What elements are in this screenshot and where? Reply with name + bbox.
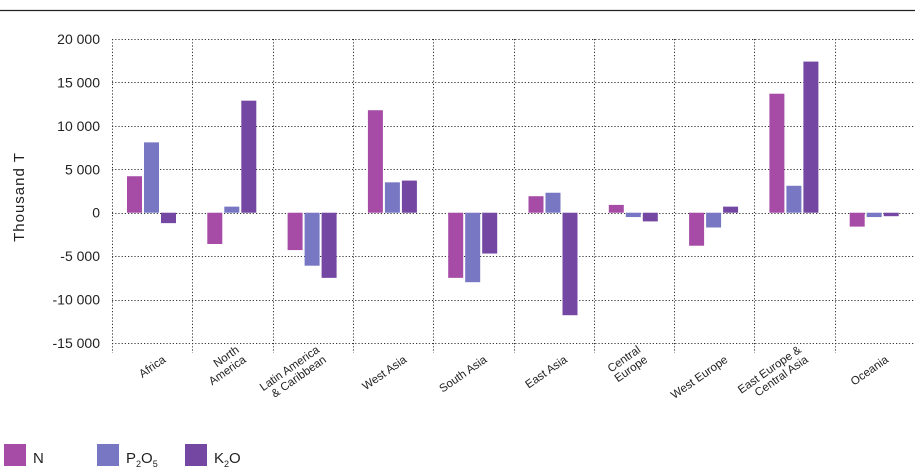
bar-k-2 bbox=[321, 212, 337, 278]
bar-n-0 bbox=[127, 176, 142, 213]
bar-p-1 bbox=[224, 206, 240, 213]
x-category-label-line: East Asia bbox=[524, 354, 571, 392]
bar-k-1 bbox=[241, 100, 257, 213]
bar-p-9 bbox=[866, 212, 882, 218]
y-axis-title: Thousand T bbox=[11, 152, 28, 242]
bar-k-9 bbox=[883, 212, 899, 217]
x-category-label: East Europe &Central Asia bbox=[736, 344, 811, 399]
bar-p-0 bbox=[144, 142, 159, 213]
x-category-label: East Asia bbox=[524, 354, 571, 392]
bar-p-8 bbox=[786, 185, 802, 213]
bar-k-7 bbox=[723, 206, 739, 213]
bars-layer bbox=[127, 61, 899, 316]
bar-p-2 bbox=[304, 212, 320, 266]
x-category-label: West Europe bbox=[669, 354, 730, 402]
legend-label-n: N bbox=[33, 450, 44, 467]
x-category-label: Latin America& Caribbean bbox=[258, 344, 329, 401]
x-category-label: West Asia bbox=[360, 354, 409, 393]
bar-n-3 bbox=[367, 110, 383, 213]
legend-swatch-n bbox=[4, 444, 26, 466]
legend-label-p: P2O5 bbox=[126, 450, 158, 469]
y-tick-label: 0 bbox=[92, 205, 100, 221]
legend-swatch-k bbox=[185, 444, 207, 466]
y-tick-label: 5 000 bbox=[65, 161, 100, 177]
bar-p-5 bbox=[545, 192, 561, 213]
y-tick-label: 15 000 bbox=[57, 74, 100, 90]
bar-n-5 bbox=[528, 196, 544, 213]
bar-k-5 bbox=[562, 212, 578, 316]
bar-p-3 bbox=[384, 182, 400, 213]
y-axis-ticks: 20 000 15 000 10 000 5 000 0 -5 000 -10 000 -15… bbox=[53, 31, 101, 351]
y-tick-label: 20 000 bbox=[57, 31, 100, 47]
y-tick-label: 10 000 bbox=[57, 118, 100, 134]
bar-k-4 bbox=[482, 212, 498, 254]
bar-n-1 bbox=[207, 212, 223, 244]
x-category-label: Oceania bbox=[849, 354, 891, 389]
bar-k-3 bbox=[401, 180, 417, 213]
bar-n-4 bbox=[448, 212, 464, 278]
y-tick-label: -5 000 bbox=[60, 248, 100, 264]
legend: N P2O5 K2O bbox=[4, 444, 241, 469]
bar-n-7 bbox=[689, 212, 705, 246]
bar-n-6 bbox=[608, 204, 624, 213]
bar-p-6 bbox=[625, 212, 641, 218]
bar-p-4 bbox=[465, 212, 481, 283]
bar-n-8 bbox=[769, 93, 785, 213]
bar-n-9 bbox=[849, 212, 865, 227]
bar-k-6 bbox=[642, 212, 658, 222]
y-tick-label: -10 000 bbox=[53, 292, 101, 308]
legend-label-k: K2O bbox=[214, 450, 241, 469]
legend-swatch-p bbox=[97, 444, 119, 466]
x-category-label: Africa bbox=[137, 354, 168, 381]
x-category-label-line: Oceania bbox=[849, 354, 891, 389]
bar-k-8 bbox=[803, 61, 819, 213]
x-category-label-line: West Europe bbox=[669, 354, 730, 402]
x-category-label-line: West Asia bbox=[360, 354, 409, 393]
x-category-label-line: Africa bbox=[137, 354, 168, 381]
bar-k-0 bbox=[161, 212, 176, 224]
x-category-label: South Asia bbox=[437, 354, 489, 396]
x-category-label-line: South Asia bbox=[437, 354, 489, 396]
bar-p-7 bbox=[706, 212, 722, 228]
bar-n-2 bbox=[287, 212, 303, 251]
y-tick-label: -15 000 bbox=[53, 335, 101, 351]
